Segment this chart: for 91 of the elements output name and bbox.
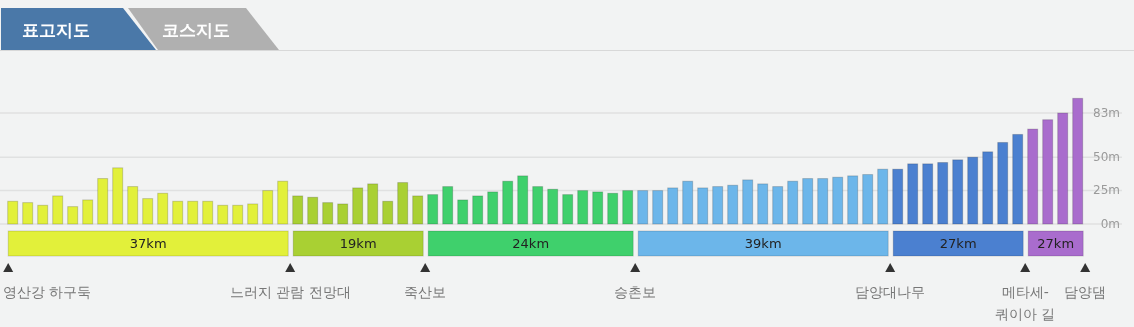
bar xyxy=(97,178,109,225)
bar xyxy=(67,206,79,225)
bar xyxy=(997,141,1009,225)
bar xyxy=(832,176,844,225)
bar xyxy=(337,203,349,225)
bar xyxy=(367,183,379,225)
bar xyxy=(1042,119,1054,225)
bar xyxy=(22,202,34,225)
bar xyxy=(442,186,454,225)
bar xyxy=(697,187,709,225)
bar xyxy=(952,159,964,225)
bar xyxy=(217,204,229,225)
series-label: 37km xyxy=(129,235,167,251)
bar xyxy=(712,186,724,225)
y-tick-label: 50m xyxy=(1093,149,1120,164)
y-tick-label: 25m xyxy=(1093,183,1120,198)
bar xyxy=(967,156,979,225)
bar xyxy=(1027,128,1039,225)
bar xyxy=(517,175,529,225)
bar xyxy=(802,178,814,225)
bar xyxy=(247,203,259,225)
text: 메타세- 쿼이아 길 xyxy=(994,284,1056,322)
bar xyxy=(787,180,799,225)
bar xyxy=(487,191,499,225)
bar xyxy=(727,184,739,225)
bar xyxy=(142,198,154,225)
bar xyxy=(772,186,784,225)
text: 담양댐 xyxy=(1064,284,1107,300)
bar xyxy=(52,195,64,225)
bar xyxy=(922,163,934,225)
bar xyxy=(472,195,484,225)
y-tick-label: 83m xyxy=(1093,105,1120,120)
series-label: 24km xyxy=(512,235,550,251)
bar xyxy=(847,175,859,225)
bar xyxy=(682,180,694,225)
bar xyxy=(7,200,19,225)
bar xyxy=(622,190,634,225)
bar xyxy=(457,199,469,225)
bar xyxy=(607,192,619,225)
bar xyxy=(127,186,139,225)
bar xyxy=(532,186,544,225)
bar xyxy=(322,202,334,225)
bar xyxy=(187,200,199,225)
bar xyxy=(877,168,889,225)
bar xyxy=(382,200,394,225)
bar xyxy=(817,178,829,225)
bar xyxy=(937,162,949,225)
bar xyxy=(202,200,214,225)
bar xyxy=(262,190,274,225)
text: 느러지 관람 전망대 xyxy=(229,284,351,300)
y-tick-label: 0m xyxy=(1100,216,1120,231)
series-label: 39km xyxy=(744,235,782,251)
bar xyxy=(397,182,409,225)
bar xyxy=(1012,133,1024,225)
bar xyxy=(577,190,589,225)
chart-title: 표고지도 xyxy=(22,20,90,40)
bar xyxy=(892,168,904,225)
bar xyxy=(652,190,664,225)
bar xyxy=(352,187,364,225)
bar xyxy=(637,190,649,225)
bar xyxy=(757,183,769,225)
chart-subtitle: 코스지도 xyxy=(162,20,230,40)
series-label: 27km xyxy=(939,235,977,251)
bar xyxy=(82,199,94,225)
series-label: 19km xyxy=(339,235,377,251)
bar xyxy=(547,188,559,225)
bar xyxy=(907,163,919,225)
bar xyxy=(277,180,289,225)
text: 담양대나무 xyxy=(855,284,926,300)
text: 영산강 하구둑 xyxy=(3,284,92,300)
bar xyxy=(232,204,244,225)
text: 죽산보 xyxy=(404,284,447,300)
bar xyxy=(562,194,574,225)
bar xyxy=(172,200,184,225)
bar xyxy=(667,187,679,225)
bar xyxy=(37,204,49,225)
bar xyxy=(157,192,169,225)
bar xyxy=(862,174,874,225)
bar xyxy=(592,191,604,225)
bar xyxy=(427,194,439,225)
bar xyxy=(412,195,424,225)
bar xyxy=(307,196,319,225)
bar xyxy=(742,179,754,225)
series-label: 27km xyxy=(1037,235,1075,251)
bar xyxy=(982,151,994,225)
bar xyxy=(1057,112,1069,225)
bar xyxy=(112,167,124,225)
bar xyxy=(502,180,514,225)
bar xyxy=(1072,97,1084,225)
text: 승촌보 xyxy=(614,284,657,300)
bar xyxy=(292,195,304,225)
